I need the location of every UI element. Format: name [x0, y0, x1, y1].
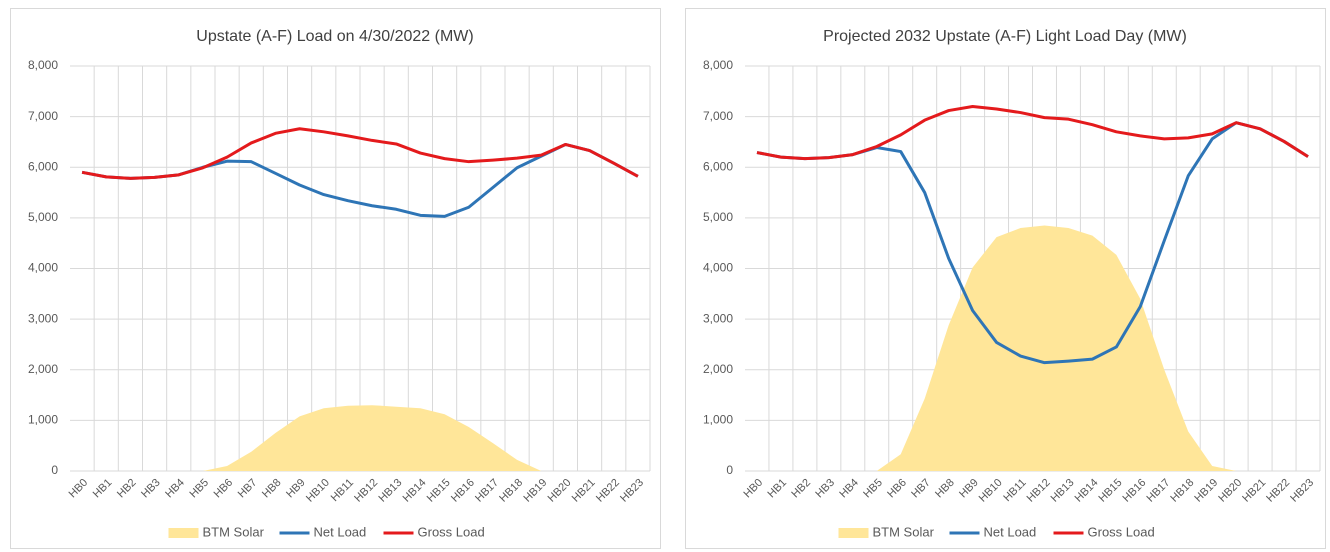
solar-area	[756, 225, 1309, 471]
y-tick-label: 8,000	[28, 58, 58, 72]
y-tick-label: 1,000	[28, 413, 58, 427]
legend-label: Gross Load	[418, 524, 485, 539]
y-tick-label: 3,000	[28, 311, 58, 325]
y-tick-label: 5,000	[28, 210, 58, 224]
y-tick-label: 4,000	[703, 261, 733, 275]
legend-label: Net Load	[984, 524, 1037, 539]
y-tick-label: 7,000	[28, 109, 58, 123]
y-tick-label: 4,000	[28, 261, 58, 275]
y-tick-label: 2,000	[703, 362, 733, 376]
y-tick-label: 7,000	[703, 109, 733, 123]
legend-swatch	[838, 528, 869, 538]
legend-label: Gross Load	[1088, 524, 1155, 539]
legend-label: BTM Solar	[873, 524, 935, 539]
y-tick-label: 0	[726, 463, 733, 477]
chart-title: Projected 2032 Upstate (A-F) Light Load …	[823, 28, 1187, 45]
y-tick-label: 0	[51, 463, 58, 477]
chart-title: Upstate (A-F) Load on 4/30/2022 (MW)	[196, 28, 473, 45]
y-tick-label: 8,000	[703, 58, 733, 72]
y-tick-label: 5,000	[703, 210, 733, 224]
load-line	[81, 127, 639, 180]
y-tick-label: 2,000	[28, 362, 58, 376]
legend-label: BTM Solar	[203, 524, 265, 539]
solar-area	[82, 405, 638, 471]
legend-swatch	[168, 528, 199, 538]
y-tick-label: 6,000	[28, 159, 58, 173]
legend-label: Net Load	[314, 524, 367, 539]
y-tick-label: 1,000	[703, 413, 733, 427]
y-tick-label: 3,000	[703, 311, 733, 325]
load-line	[756, 105, 1309, 161]
y-tick-label: 6,000	[703, 159, 733, 173]
